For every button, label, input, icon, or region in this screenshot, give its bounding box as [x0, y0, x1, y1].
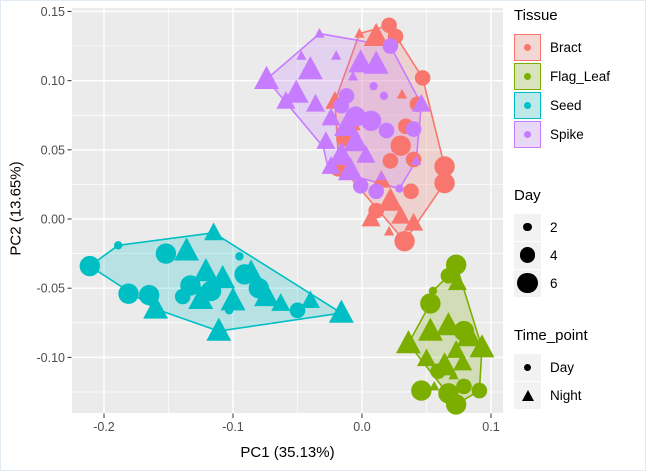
day-6-key	[514, 269, 541, 297]
legend-item-seed: Seed	[514, 91, 645, 120]
svg-text:-0.05: -0.05	[37, 282, 66, 296]
flag-leaf-dot-icon	[524, 73, 531, 80]
legend-label-flag-leaf: Flag_Leaf	[550, 69, 611, 84]
legend-day: Day 2 4 6	[514, 185, 645, 297]
svg-text:0.00: 0.00	[41, 213, 65, 227]
legend-label-day-2: 2	[550, 219, 558, 235]
legend-label-day-6: 6	[550, 275, 558, 291]
day-2-dot-icon	[523, 222, 532, 232]
legend-item-time-day: Day	[514, 353, 645, 381]
svg-text:-0.10: -0.10	[37, 351, 66, 365]
legend-item-bract: Bract	[514, 33, 645, 62]
legend-item-day-2: 2	[514, 213, 645, 241]
day-6-dot-icon	[517, 272, 538, 294]
legend-item-spike: Spike	[514, 120, 645, 149]
day-2-key	[514, 213, 541, 241]
svg-text:0.0: 0.0	[353, 420, 370, 434]
time-day-key	[514, 353, 541, 381]
y-axis-title: PC2 (13.65%)	[7, 161, 25, 256]
day-circle-icon	[524, 363, 531, 371]
legend-title-day: Day	[514, 187, 541, 204]
legend-tissue: Tissue Bract Flag_Leaf Seed Spike	[514, 5, 645, 149]
legend-title-time-point: Time_point	[514, 327, 588, 344]
svg-text:0.05: 0.05	[41, 143, 65, 157]
legend-label-day-4: 4	[550, 247, 558, 263]
night-triangle-icon	[521, 389, 534, 401]
day-4-key	[514, 241, 541, 269]
spike-swatch	[514, 121, 541, 148]
legend-item-time-night: Night	[514, 381, 645, 409]
svg-text:-0.1: -0.1	[222, 420, 244, 434]
legend-item-flag-leaf: Flag_Leaf	[514, 62, 645, 91]
legend-item-day-6: 6	[514, 269, 645, 297]
svg-text:0.1: 0.1	[482, 420, 499, 434]
svg-text:-0.2: -0.2	[93, 420, 115, 434]
legend-time-point: Time_point Day Night	[514, 325, 645, 409]
seed-dot-icon	[524, 102, 531, 109]
bract-dot-icon	[524, 44, 531, 51]
legend-label-seed: Seed	[550, 98, 582, 113]
x-axis-title: PC1 (35.13%)	[240, 444, 335, 461]
bract-swatch	[514, 34, 541, 61]
time-night-key	[514, 381, 541, 409]
legend-title-tissue: Tissue	[514, 7, 558, 24]
svg-text:0.10: 0.10	[41, 74, 65, 88]
svg-text:0.15: 0.15	[41, 5, 65, 19]
legend-label-time-day: Day	[550, 359, 575, 375]
legend-item-day-4: 4	[514, 241, 645, 269]
seed-swatch	[514, 92, 541, 119]
legend-label-bract: Bract	[550, 40, 582, 55]
spike-dot-icon	[524, 131, 531, 138]
legend-label-spike: Spike	[550, 127, 584, 142]
flag-leaf-swatch	[514, 63, 541, 90]
day-4-dot-icon	[519, 247, 536, 263]
legend-label-time-night: Night	[550, 387, 582, 403]
